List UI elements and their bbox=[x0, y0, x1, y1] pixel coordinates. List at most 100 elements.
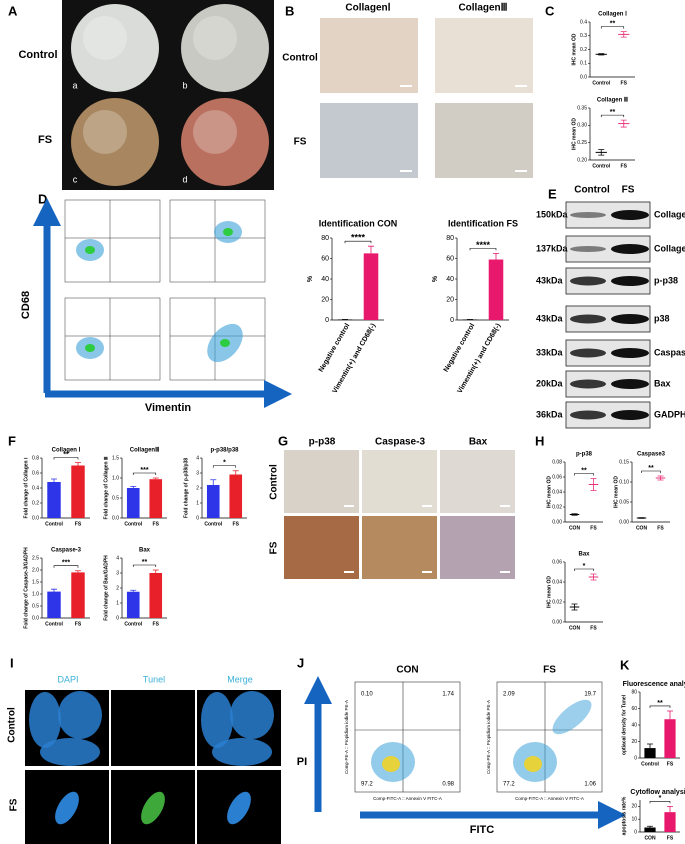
significance: ** bbox=[581, 467, 587, 474]
y-tick-label: 0.2 bbox=[32, 500, 39, 506]
y-tick-label: 0.5 bbox=[112, 495, 119, 501]
error-bar bbox=[590, 573, 597, 581]
bar bbox=[47, 591, 61, 618]
x-tick-label: FS bbox=[153, 621, 160, 627]
significance: ** bbox=[142, 559, 148, 566]
y-axis-label: IHC mean OD bbox=[613, 476, 619, 508]
x-tick-label: Control bbox=[204, 521, 222, 527]
y-tick-label: 0.4 bbox=[580, 19, 587, 25]
y-tick-label: 60 bbox=[631, 706, 637, 712]
x-tick-label: FS bbox=[657, 525, 664, 531]
significance: * bbox=[223, 460, 226, 467]
significance: *** bbox=[62, 560, 70, 567]
cell-core bbox=[382, 756, 400, 772]
ihc-image bbox=[440, 450, 515, 513]
x-tick-label: Control bbox=[124, 621, 142, 627]
row-label: FS bbox=[269, 541, 280, 554]
error-bar bbox=[51, 478, 57, 482]
y-tick-label: 4 bbox=[116, 555, 119, 561]
axis-label: Comp-FITC-A :: Annexin V FITC-A bbox=[373, 796, 442, 801]
error-bar bbox=[493, 252, 499, 260]
cell-core bbox=[85, 246, 95, 254]
y-tick-label: 0.15 bbox=[619, 459, 629, 465]
y-tick-label: 0.25 bbox=[577, 140, 587, 146]
column-label: FS bbox=[622, 185, 635, 196]
image-label: c bbox=[73, 174, 78, 184]
bar bbox=[126, 488, 140, 518]
cell-core bbox=[223, 228, 233, 236]
arthroscopy-image bbox=[71, 98, 159, 186]
y-tick-label: 0.00 bbox=[552, 519, 562, 525]
tissue bbox=[29, 692, 61, 748]
protein-label: Bax bbox=[654, 378, 671, 388]
y-axis-label: % bbox=[432, 275, 439, 282]
y-tick-label: 1.0 bbox=[32, 591, 39, 597]
x-tick-label: FS bbox=[621, 80, 628, 86]
axis-label: Comp-FITC-A :: Annexin V FITC-A bbox=[515, 796, 584, 801]
x-tick-label: FS bbox=[75, 621, 82, 627]
scale-bar bbox=[400, 170, 412, 172]
row-label: Control bbox=[269, 464, 280, 500]
panel-label: F bbox=[8, 433, 16, 448]
error-bar bbox=[647, 743, 653, 749]
ihc-image bbox=[284, 516, 359, 579]
y-tick-label: 80 bbox=[631, 689, 637, 695]
y-tick-label: 60 bbox=[321, 255, 329, 262]
chart-title: Cytoflow analysis bbox=[630, 789, 685, 796]
ihc-image bbox=[440, 516, 515, 579]
quadrant-value: 0.10 bbox=[361, 692, 373, 698]
band bbox=[570, 314, 606, 324]
x-tick-label: FS bbox=[667, 835, 674, 841]
y-tick-label: 0.3 bbox=[580, 33, 587, 39]
y-tick-label: 40 bbox=[446, 276, 454, 283]
band bbox=[611, 314, 649, 324]
axis-label: Comp-PE-A :: Propidium iodide PE-A bbox=[344, 700, 349, 774]
significance-bracket bbox=[649, 801, 671, 804]
flow-plot bbox=[169, 297, 266, 381]
y-tick-label: 0.06 bbox=[552, 559, 562, 565]
y-axis-label: Fold change of Caspase-3/GADPH bbox=[23, 547, 29, 629]
y-tick-label: 1 bbox=[116, 600, 119, 606]
error-bar bbox=[75, 462, 81, 466]
bar bbox=[71, 465, 85, 518]
y-tick-label: 0.00 bbox=[619, 519, 629, 525]
image-highlight bbox=[83, 16, 127, 60]
chart-title: Bax bbox=[139, 548, 151, 554]
column-label: Tunel bbox=[143, 674, 165, 684]
plot-title: CON bbox=[396, 665, 418, 676]
molecular-weight: 150kDa bbox=[536, 209, 569, 219]
x-tick-label: Control bbox=[124, 521, 142, 527]
chart-title: Collagen Ⅰ bbox=[598, 11, 627, 18]
image-highlight bbox=[83, 110, 127, 154]
band bbox=[611, 244, 649, 254]
scale-bar bbox=[422, 505, 432, 507]
bar bbox=[126, 591, 140, 618]
band bbox=[611, 348, 649, 358]
x-tick-label: FS bbox=[153, 521, 160, 527]
x-tick-label: Control bbox=[45, 521, 63, 527]
ihc-image bbox=[362, 516, 437, 579]
arthroscopy-image bbox=[71, 4, 159, 92]
significance-bracket bbox=[132, 472, 157, 475]
quadrant-value: 2.09 bbox=[503, 692, 515, 698]
tissue bbox=[201, 692, 233, 748]
chart-title: CollagenⅢ bbox=[130, 447, 159, 454]
fluorescence-image bbox=[111, 690, 195, 766]
quadrant-value: 1.06 bbox=[584, 782, 596, 788]
y-tick-label: 0.10 bbox=[619, 479, 629, 485]
y-axis-label: Fold change of Collagen Ⅲ bbox=[102, 456, 109, 519]
axis-label: Comp-PE-A :: Propidium iodide PE-A bbox=[486, 700, 491, 774]
significance: **** bbox=[476, 240, 491, 250]
panel-label: J bbox=[297, 655, 304, 670]
y-axis-label: apoptosis rate% bbox=[621, 796, 627, 835]
significance-bracket bbox=[600, 26, 625, 29]
band bbox=[570, 410, 606, 420]
bar bbox=[644, 827, 656, 832]
error-bar bbox=[657, 475, 664, 481]
error-bar bbox=[152, 477, 159, 480]
image-highlight bbox=[193, 110, 237, 154]
y-axis-label: IHC mean OD bbox=[571, 33, 577, 65]
bar bbox=[664, 719, 676, 758]
molecular-weight: 33kDa bbox=[536, 347, 564, 357]
